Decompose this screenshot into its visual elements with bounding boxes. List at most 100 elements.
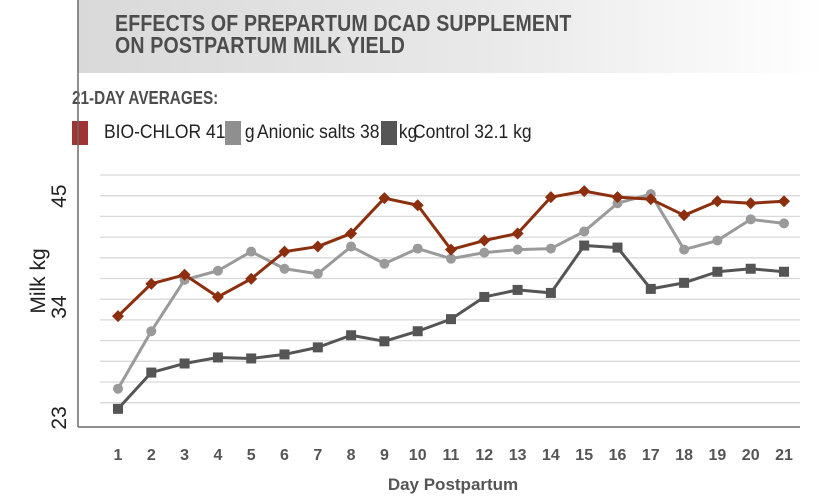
data-point <box>679 244 690 255</box>
x-tick-label: 9 <box>380 447 389 464</box>
data-point <box>179 358 190 369</box>
data-point <box>711 195 724 208</box>
data-point <box>578 185 591 198</box>
x-tick-label: 13 <box>509 447 527 464</box>
data-point <box>545 243 556 254</box>
x-tick-label: 21 <box>775 447 793 464</box>
y-tick-label: 23 <box>48 406 71 429</box>
data-point <box>379 336 390 347</box>
x-tick-label: 8 <box>347 447 356 464</box>
data-point <box>679 277 690 288</box>
x-tick-label: 5 <box>247 447 256 464</box>
data-point <box>211 290 224 303</box>
data-point <box>212 352 223 363</box>
data-point <box>644 193 657 206</box>
data-point <box>445 243 457 256</box>
y-tick-label: 45 <box>48 184 71 207</box>
data-point <box>745 214 756 225</box>
data-point <box>378 192 391 205</box>
data-point <box>312 342 323 353</box>
data-point <box>645 283 656 294</box>
data-point <box>146 367 157 378</box>
x-tick-label: 17 <box>642 447 660 464</box>
legend-label-bio-chlor: BIO-CHLOR 41.4 g <box>104 122 255 143</box>
data-point <box>779 218 789 229</box>
x-tick-label: 14 <box>542 447 560 464</box>
x-tick-label: 6 <box>280 447 289 464</box>
x-tick-label: 4 <box>213 447 222 464</box>
x-tick-label: 16 <box>609 447 627 464</box>
series-diamond <box>112 185 790 323</box>
chart-title-line-2: ON POSTPARTUM MILK YIELD <box>115 32 406 58</box>
x-tick-label: 11 <box>443 447 460 464</box>
data-point <box>212 265 223 276</box>
data-point <box>712 235 723 246</box>
chart-title-line-1: EFFECTS OF PREPARTUM DCAD SUPPLEMENT <box>115 10 572 36</box>
legend-swatch-anionic-salts <box>225 121 241 145</box>
data-point <box>113 383 123 394</box>
data-point <box>278 245 291 258</box>
data-point <box>411 199 424 212</box>
x-tick-label: 10 <box>409 447 427 464</box>
data-point <box>178 268 191 281</box>
data-point <box>712 266 723 277</box>
data-point <box>412 243 423 254</box>
data-point <box>778 195 790 208</box>
x-tick-label: 15 <box>575 447 593 464</box>
data-point <box>512 284 523 295</box>
data-point <box>311 240 324 253</box>
data-point <box>744 197 757 210</box>
x-tick-label: 20 <box>742 447 760 464</box>
data-point <box>246 353 257 364</box>
chart-title: EFFECTS OF PREPARTUM DCAD SUPPLEMENT ON … <box>115 10 572 58</box>
legend-swatch-control <box>381 121 397 145</box>
data-point <box>479 247 490 258</box>
series-circle <box>113 189 789 394</box>
x-axis-label: Day Postpartum <box>388 475 518 494</box>
x-tick-label: 12 <box>475 447 493 464</box>
data-point <box>545 287 556 298</box>
data-point <box>346 241 357 252</box>
data-point <box>678 209 691 222</box>
x-tick-label: 1 <box>114 447 123 464</box>
data-point <box>512 244 523 255</box>
data-point <box>246 246 257 257</box>
data-point <box>446 314 456 325</box>
data-point <box>279 349 290 360</box>
data-point <box>612 198 623 209</box>
data-point <box>145 277 158 290</box>
x-tick-label: 2 <box>147 447 156 464</box>
data-point <box>245 272 258 285</box>
legend-item-bio-chlor: BIO-CHLOR 41.4 g <box>72 120 268 146</box>
y-axis-label: Milk kg <box>27 248 50 313</box>
data-point <box>479 291 490 302</box>
data-point <box>579 240 590 251</box>
data-point <box>611 191 624 204</box>
legend-item-control: Control 32.1 kg <box>381 120 542 146</box>
data-point <box>312 268 323 279</box>
x-tick-label: 3 <box>180 447 189 464</box>
data-point <box>779 266 789 277</box>
data-point <box>346 330 357 341</box>
x-tick-label: 18 <box>675 447 693 464</box>
x-tick-label: 19 <box>709 447 727 464</box>
data-point <box>478 234 491 247</box>
data-point <box>745 263 756 274</box>
legend-label-control: Control 32.1 kg <box>413 122 532 143</box>
legend-item-anionic-salts: Anionic salts 38.7 kg <box>225 120 431 146</box>
data-point <box>511 227 524 240</box>
data-point <box>146 326 157 337</box>
data-point <box>412 326 423 337</box>
data-point <box>112 310 124 323</box>
title-banner <box>78 0 824 73</box>
x-tick-label: 7 <box>313 447 322 464</box>
legend-swatch-bio-chlor <box>72 121 88 145</box>
data-point <box>279 263 290 274</box>
data-point <box>379 258 390 269</box>
data-point <box>113 403 123 414</box>
legend-title: 21-DAY AVERAGES: <box>72 88 219 108</box>
data-point <box>612 242 623 253</box>
data-point <box>345 227 358 240</box>
legend-label-anionic-salts: Anionic salts 38.7 kg <box>257 122 418 143</box>
